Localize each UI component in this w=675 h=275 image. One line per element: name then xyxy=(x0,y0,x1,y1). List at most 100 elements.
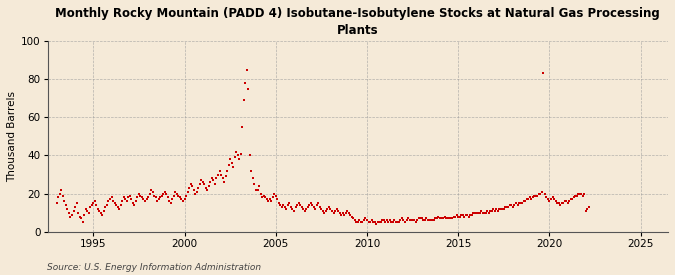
Point xyxy=(500,205,511,209)
Point xyxy=(67,213,78,217)
Point xyxy=(215,172,226,177)
Point xyxy=(328,211,339,215)
Point xyxy=(334,211,345,215)
Point xyxy=(573,191,584,196)
Point xyxy=(419,218,430,222)
Point xyxy=(263,199,273,204)
Point xyxy=(283,203,294,207)
Point xyxy=(492,209,503,213)
Point xyxy=(315,205,325,209)
Point xyxy=(256,195,267,200)
Point xyxy=(442,216,453,221)
Point xyxy=(109,201,120,205)
Point xyxy=(146,188,157,192)
Point xyxy=(562,201,573,205)
Point xyxy=(516,201,527,205)
Point xyxy=(390,220,401,224)
Point xyxy=(429,218,439,222)
Point xyxy=(238,98,249,102)
Point xyxy=(350,218,360,222)
Point xyxy=(153,197,164,202)
Point xyxy=(100,205,111,209)
Point xyxy=(369,220,380,224)
Point xyxy=(51,201,62,205)
Point xyxy=(539,191,550,196)
Point xyxy=(252,188,263,192)
Point xyxy=(209,182,220,186)
Point xyxy=(279,205,290,209)
Point xyxy=(441,216,452,221)
Point xyxy=(298,207,308,211)
Point xyxy=(498,207,509,211)
Point xyxy=(448,214,459,219)
Point xyxy=(522,197,533,202)
Point xyxy=(372,220,383,224)
Point xyxy=(277,205,288,209)
Point xyxy=(477,211,488,215)
Point xyxy=(242,67,252,72)
Point xyxy=(437,216,448,221)
Point xyxy=(433,214,444,219)
Point xyxy=(123,195,134,200)
Point xyxy=(286,205,296,209)
Point xyxy=(182,189,193,194)
Point xyxy=(214,169,225,173)
Point xyxy=(299,209,310,213)
Point xyxy=(430,216,441,221)
Point xyxy=(266,199,277,204)
Point xyxy=(397,216,408,221)
Point xyxy=(464,214,475,219)
Point xyxy=(566,197,576,202)
Point xyxy=(219,180,230,185)
Point xyxy=(141,197,152,202)
Point xyxy=(278,203,289,207)
Point xyxy=(384,218,395,222)
Point xyxy=(236,151,246,156)
Point xyxy=(357,220,368,224)
Point xyxy=(389,218,400,222)
Point xyxy=(394,220,404,224)
Point xyxy=(322,207,333,211)
Point xyxy=(344,211,354,215)
Point xyxy=(289,209,300,213)
Point xyxy=(567,197,578,202)
Point xyxy=(535,191,545,196)
Point xyxy=(371,222,381,226)
Point xyxy=(387,220,398,224)
Point xyxy=(217,176,228,181)
Point xyxy=(92,207,103,211)
Point xyxy=(171,191,182,196)
Point xyxy=(377,218,387,222)
Point xyxy=(114,207,125,211)
Point xyxy=(515,201,526,205)
Point xyxy=(161,191,171,196)
Point xyxy=(458,213,468,217)
Point xyxy=(453,214,464,219)
Point xyxy=(521,197,532,202)
Point xyxy=(580,209,591,213)
Point xyxy=(556,201,567,205)
Point xyxy=(112,205,123,209)
Point xyxy=(427,218,438,222)
Point xyxy=(199,182,210,186)
Point xyxy=(378,218,389,222)
Point xyxy=(221,169,232,173)
Point xyxy=(333,209,344,213)
Point xyxy=(62,207,73,211)
Point xyxy=(400,220,410,224)
Point xyxy=(211,176,222,181)
Point xyxy=(578,193,589,198)
Point xyxy=(495,207,506,211)
Point xyxy=(383,220,394,224)
Point xyxy=(191,189,202,194)
Point xyxy=(576,191,587,196)
Point xyxy=(79,213,90,217)
Point xyxy=(436,216,447,221)
Point xyxy=(120,197,131,202)
Point xyxy=(380,220,391,224)
Point xyxy=(381,218,392,222)
Point xyxy=(412,218,423,222)
Point xyxy=(101,203,112,207)
Point xyxy=(368,220,379,224)
Point xyxy=(345,213,356,217)
